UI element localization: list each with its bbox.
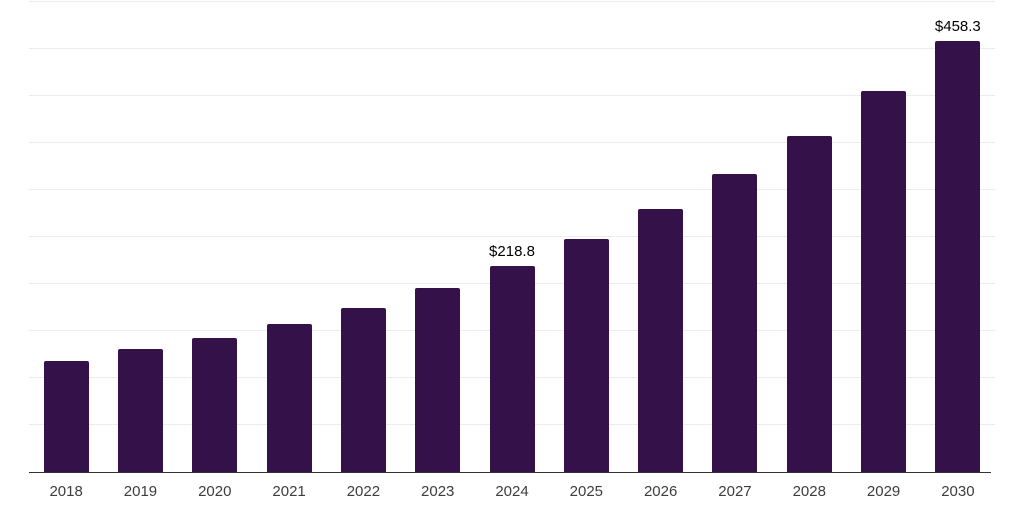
x-axis-label-2025: 2025 [569,483,604,500]
bar-2020 [192,337,238,472]
gridline [29,94,995,96]
x-axis-label-2021: 2021 [272,483,306,500]
plot-area: $218.8 $458.3 [29,0,995,472]
bar-2025 [563,239,609,472]
bar-2028 [786,136,832,472]
gridline [29,47,995,49]
bar-2029 [861,90,907,472]
gridline [29,141,995,143]
x-axis-label-2027: 2027 [718,483,752,500]
x-axis-label-2022: 2022 [346,483,381,500]
x-axis-label-2018: 2018 [49,483,83,500]
x-axis: 2018 2019 2020 2021 2022 2023 2024 2025 2026 2027… [29,472,995,512]
bar-2030 [935,40,981,472]
x-axis-label-2026: 2026 [643,483,678,500]
bar-2022 [340,307,386,472]
gridline [29,188,995,190]
bar-2019 [117,348,163,472]
bar-2023 [415,287,461,472]
x-axis-label-2019: 2019 [123,483,158,500]
gridline [29,235,995,237]
x-axis-label-2028: 2028 [792,483,826,500]
bar-2018 [43,361,89,472]
x-axis-label-2023: 2023 [421,483,455,500]
gridline [29,0,995,2]
x-axis-label-2024: 2024 [495,483,529,500]
bar-2026 [638,208,684,472]
bar-2021 [266,324,312,472]
bar-2024 [489,266,535,472]
x-axis-line [29,471,991,474]
x-axis-label-2020: 2020 [198,483,232,500]
x-axis-label-2030: 2030 [941,483,975,500]
x-axis-label-2029: 2029 [866,483,901,500]
bar-2027 [712,174,758,472]
value-label-2024: $218.8 [489,243,535,261]
value-label-2030: $458.3 [934,17,981,35]
